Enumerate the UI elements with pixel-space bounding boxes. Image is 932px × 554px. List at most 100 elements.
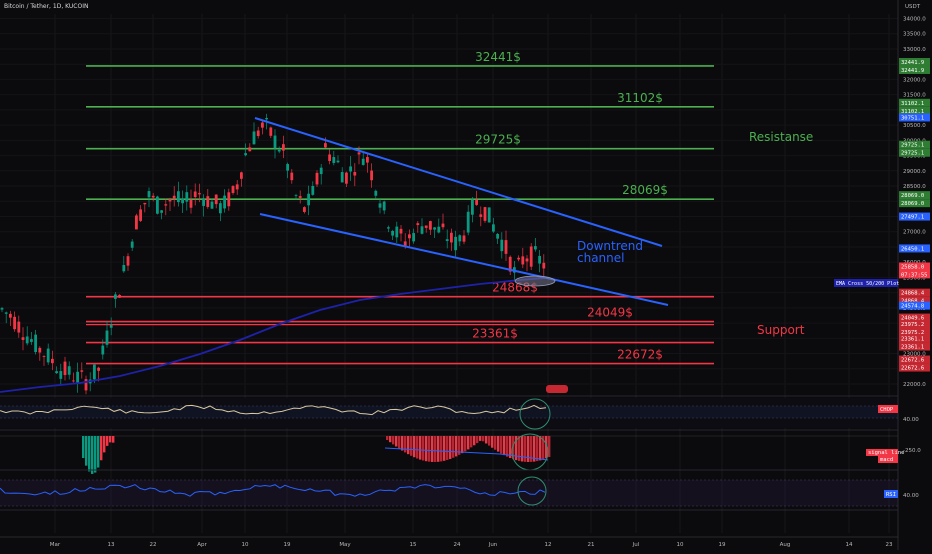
candle-body[interactable]: [450, 232, 453, 243]
candle-body[interactable]: [55, 371, 58, 374]
candle-body[interactable]: [282, 144, 285, 151]
candle-body[interactable]: [332, 157, 336, 163]
candle-body[interactable]: [185, 192, 189, 202]
candle-body[interactable]: [416, 223, 420, 226]
candle-body[interactable]: [202, 199, 205, 206]
candle-body[interactable]: [101, 345, 105, 355]
candle-body[interactable]: [227, 192, 231, 207]
candle-body[interactable]: [538, 255, 541, 264]
candle-body[interactable]: [172, 195, 176, 200]
candle-body[interactable]: [454, 236, 457, 251]
candle-body[interactable]: [525, 258, 529, 262]
candle-body[interactable]: [403, 241, 407, 246]
candle-body[interactable]: [420, 226, 424, 234]
candle-body[interactable]: [534, 246, 537, 250]
candle-body[interactable]: [345, 172, 348, 184]
candle-body[interactable]: [34, 334, 37, 352]
candle-body[interactable]: [429, 221, 432, 230]
candle-body[interactable]: [214, 194, 218, 205]
candle-body[interactable]: [370, 170, 373, 181]
candle-body[interactable]: [244, 153, 247, 156]
candle-body[interactable]: [9, 313, 12, 318]
candle-body[interactable]: [240, 172, 243, 179]
candle-body[interactable]: [311, 185, 315, 195]
candle-body[interactable]: [382, 201, 386, 211]
candle-body[interactable]: [269, 127, 273, 136]
candle-body[interactable]: [462, 235, 466, 242]
candle-body[interactable]: [508, 256, 512, 272]
candle-body[interactable]: [496, 233, 499, 239]
candle-body[interactable]: [67, 366, 71, 375]
candle-body[interactable]: [105, 330, 109, 345]
candle-body[interactable]: [46, 348, 50, 363]
candle-body[interactable]: [248, 147, 252, 152]
time-axis[interactable]: Mar 13 22 Apr 10 19 May 15 24 Jun 12 21 Jul 10 19 Aug 14…: [50, 542, 893, 548]
candle-body[interactable]: [290, 172, 294, 181]
candle-body[interactable]: [303, 207, 306, 212]
candle-body[interactable]: [51, 358, 54, 364]
candle-body[interactable]: [76, 371, 79, 383]
candle-body[interactable]: [487, 207, 491, 223]
candle-body[interactable]: [408, 234, 411, 239]
candle-body[interactable]: [475, 199, 478, 205]
candle-body[interactable]: [235, 184, 239, 190]
candle-body[interactable]: [177, 191, 180, 203]
candle-body[interactable]: [17, 321, 21, 333]
candle-body[interactable]: [63, 361, 67, 376]
candle-body[interactable]: [135, 215, 138, 230]
candle-body[interactable]: [261, 122, 264, 128]
candle-body[interactable]: [231, 186, 235, 193]
candle-body[interactable]: [340, 172, 344, 183]
candle-body[interactable]: [542, 262, 546, 269]
candle-body[interactable]: [437, 226, 441, 233]
candle-body[interactable]: [319, 167, 323, 175]
candle-body[interactable]: [391, 230, 394, 236]
candle-body[interactable]: [219, 203, 222, 214]
candle-body[interactable]: [277, 149, 281, 152]
candle-body[interactable]: [25, 336, 29, 344]
candle-body[interactable]: [109, 324, 113, 328]
candle-body[interactable]: [42, 356, 46, 357]
candle-body[interactable]: [206, 196, 210, 207]
candle-body[interactable]: [80, 370, 84, 372]
candle-body[interactable]: [517, 257, 520, 260]
candle-body[interactable]: [93, 364, 96, 380]
candle-body[interactable]: [492, 224, 495, 232]
candle-body[interactable]: [399, 228, 403, 234]
candle-body[interactable]: [265, 117, 268, 120]
candle-body[interactable]: [471, 199, 474, 215]
candle-body[interactable]: [126, 256, 130, 266]
candle-body[interactable]: [412, 233, 415, 242]
candle-body[interactable]: [286, 164, 289, 171]
candle-body[interactable]: [504, 240, 508, 254]
candle-body[interactable]: [38, 347, 42, 353]
candle-body[interactable]: [479, 214, 483, 217]
candle-body[interactable]: [328, 154, 331, 161]
candle-body[interactable]: [298, 196, 302, 198]
candle-body[interactable]: [273, 135, 277, 149]
candle-body[interactable]: [441, 223, 445, 228]
candle-body[interactable]: [336, 160, 340, 163]
candle-body[interactable]: [294, 195, 298, 197]
candle-body[interactable]: [160, 210, 163, 213]
candle-body[interactable]: [30, 339, 33, 342]
candle-body[interactable]: [349, 166, 352, 172]
candle-body[interactable]: [143, 202, 147, 205]
candle-body[interactable]: [378, 203, 382, 208]
candle-body[interactable]: [529, 246, 533, 267]
candle-body[interactable]: [424, 225, 428, 228]
candle-body[interactable]: [361, 158, 365, 165]
candle-body[interactable]: [122, 265, 126, 272]
candle-body[interactable]: [21, 337, 25, 340]
candle-body[interactable]: [374, 190, 378, 196]
candle-body[interactable]: [458, 235, 462, 242]
candle-body[interactable]: [84, 379, 88, 391]
candle-body[interactable]: [13, 316, 16, 330]
candle-body[interactable]: [315, 172, 319, 185]
candle-body[interactable]: [156, 196, 159, 214]
candles[interactable]: [0, 113, 546, 395]
candle-body[interactable]: [445, 239, 449, 241]
candle-body[interactable]: [72, 380, 75, 382]
candle-body[interactable]: [387, 227, 390, 229]
